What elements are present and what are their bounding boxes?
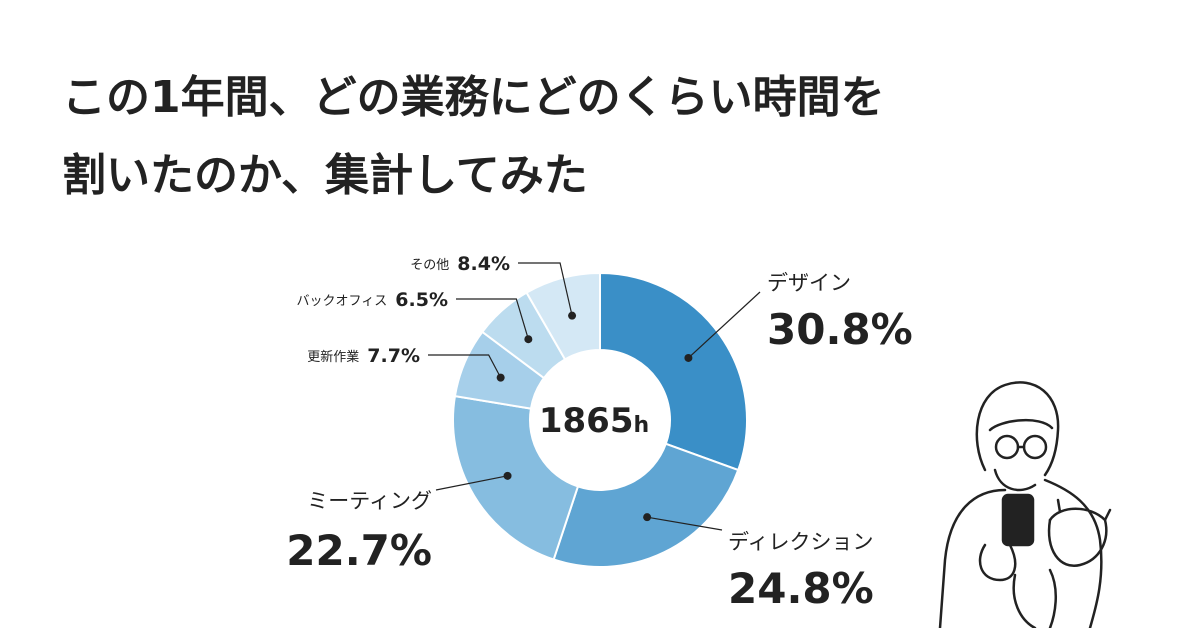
value-label: 6.5% [395, 289, 448, 311]
donut-slice [599, 271, 748, 472]
center-value: 1865 [539, 401, 634, 441]
slice-name: バックオフィス [297, 294, 388, 309]
leader-line [647, 516, 723, 531]
illustration [938, 381, 1112, 628]
slice-name: デザイン [767, 271, 851, 295]
chart-title: 割いたのか、集計してみた [62, 150, 588, 201]
center-label: 1865h [539, 401, 649, 441]
center-unit: h [633, 413, 649, 438]
slice-name: ミーティング [307, 489, 432, 513]
chart-title: この1年間、どの業務にどのくらい時間を [62, 72, 885, 123]
leader-line [688, 291, 761, 359]
slice-name: その他 [410, 258, 449, 273]
leader-line [428, 354, 502, 378]
value-label: 24.8% [728, 564, 874, 613]
value-label: 30.8% [767, 305, 913, 354]
donut-slice [552, 442, 740, 568]
value-label: 22.7% [286, 526, 432, 575]
leader-line [435, 475, 508, 491]
value-label: 7.7% [367, 345, 420, 367]
slice-name: 更新作業 [307, 349, 359, 365]
leader-line [518, 262, 573, 316]
value-label: 8.4% [457, 253, 510, 275]
slice-name: ディレクション [728, 530, 874, 554]
donut-slice [452, 394, 580, 561]
leader-line [456, 298, 529, 340]
donut-slice [525, 271, 601, 361]
